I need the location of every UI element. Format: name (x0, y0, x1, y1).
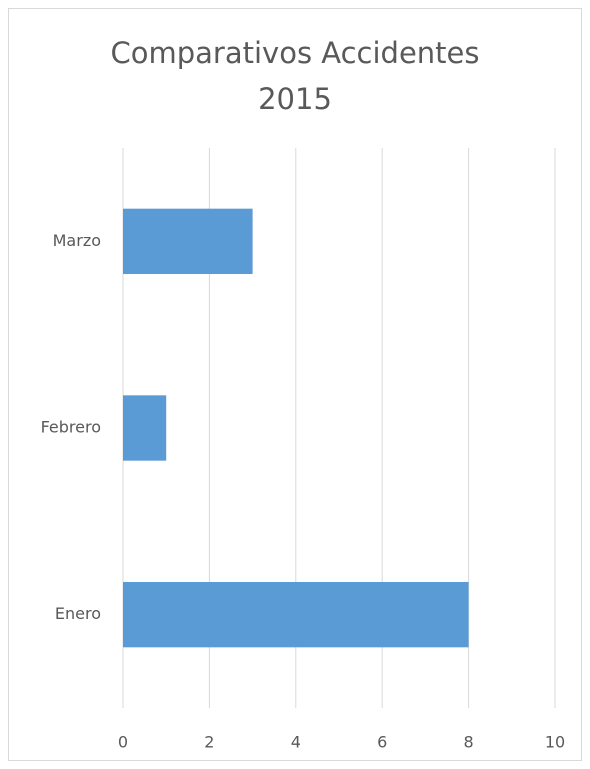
y-tick-label: Marzo (53, 231, 101, 250)
x-tick-label: 6 (377, 733, 387, 752)
x-tick-label: 2 (204, 733, 214, 752)
x-tick-label: 8 (464, 733, 474, 752)
bar (123, 582, 469, 648)
chart-title: Comparativos Accidentes 2015 (110, 36, 480, 116)
x-tick-label: 10 (545, 733, 565, 752)
x-tick-label: 0 (118, 733, 128, 752)
x-tick-label: 4 (291, 733, 301, 752)
bar (123, 395, 167, 461)
bar (123, 208, 253, 274)
y-tick-label: Febrero (41, 418, 101, 437)
y-tick-label: Enero (55, 604, 101, 623)
